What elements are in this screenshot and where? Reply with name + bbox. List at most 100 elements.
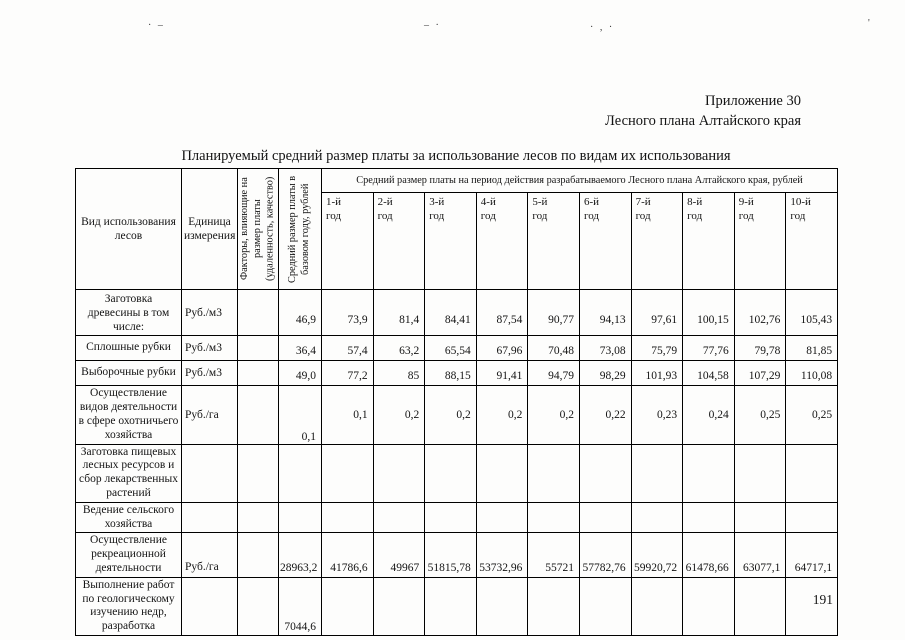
cell-factors — [237, 443, 279, 503]
cell-unit: Руб./м3 — [181, 360, 238, 387]
year-label: 7-й год — [635, 196, 651, 223]
cell-year-5 — [527, 443, 580, 503]
cell-factors — [237, 532, 279, 578]
table-row-timber: Заготовка древесины в том числе: Руб./м3… — [75, 288, 839, 337]
year-label: 10-й год — [790, 196, 811, 223]
year-label: 1-й год — [326, 196, 342, 223]
cell-year-6 — [578, 576, 632, 636]
scan-artifact: ' — [868, 18, 872, 29]
cell-factors — [237, 501, 279, 534]
header-year-8: 8-й год — [682, 192, 735, 290]
cell-year-4: 0,2 — [475, 385, 529, 445]
cell-year-8: 77,76 — [682, 335, 735, 362]
cell-year-1: 0,1 — [321, 385, 374, 445]
cell-year-2: 85 — [372, 360, 426, 387]
payments-table: Вид использования лесов Единица измерени… — [75, 168, 839, 636]
appendix-source: Лесного плана Алтайского края — [605, 112, 801, 129]
cell-use-type: Осуществление рекреационной деятельности — [75, 532, 182, 578]
header-use-type: Вид использования лесов — [75, 168, 182, 290]
cell-use-type: Заготовка древесины в том числе: — [75, 288, 182, 337]
cell-year-8: 100,15 — [682, 288, 735, 337]
cell-year-8: 61478,66 — [682, 532, 735, 578]
cell-year-8 — [682, 576, 735, 636]
cell-year-6: 0,22 — [578, 385, 632, 445]
cell-factors — [237, 576, 279, 636]
cell-year-10: 110,08 — [785, 360, 839, 387]
cell-year-10: 0,25 — [785, 385, 839, 445]
cell-year-4 — [475, 501, 529, 534]
cell-base-value — [278, 501, 322, 534]
cell-unit — [181, 501, 238, 534]
cell-year-7 — [630, 501, 684, 534]
cell-unit: Руб./м3 — [181, 335, 238, 362]
appendix-number: Приложение 30 — [705, 93, 801, 109]
header-base-year: Средний размер платы в базовом году, руб… — [278, 168, 322, 290]
cell-use-type: Выборочные рубки — [75, 360, 182, 387]
cell-year-1: 57,4 — [321, 335, 374, 362]
cell-year-10: 105,43 — [785, 288, 839, 337]
cell-year-9: 102,76 — [733, 288, 787, 337]
cell-year-2: 81,4 — [372, 288, 426, 337]
table-title: Планируемый средний размер платы за испо… — [181, 148, 731, 164]
page-number: 191 — [812, 592, 833, 607]
cell-year-10 — [785, 443, 839, 503]
cell-year-3 — [424, 576, 477, 636]
table-header-row-years: 1-й год 2-й год 3-й год 4-й год 5-й год … — [76, 192, 839, 290]
header-factors-label: Факторы, влияющие на размер платы (удале… — [239, 176, 276, 282]
header-year-1: 1-й год — [321, 192, 374, 290]
cell-year-3: 65,54 — [424, 335, 477, 362]
cell-year-3: 51815,78 — [424, 532, 477, 578]
cell-year-5: 55721 — [527, 532, 580, 578]
cell-year-10 — [785, 501, 839, 534]
year-label: 6-й год — [583, 196, 600, 223]
cell-year-7: 59920,72 — [630, 532, 684, 578]
cell-year-5 — [527, 576, 580, 636]
cell-year-7 — [630, 576, 684, 636]
cell-year-8: 104,58 — [682, 360, 735, 387]
cell-unit — [181, 576, 238, 636]
cell-use-type: Заготовка пищевых лесных ресурсов и сбор… — [75, 443, 182, 503]
cell-year-9: 79,78 — [733, 335, 787, 362]
cell-year-7 — [630, 443, 684, 503]
cell-year-4 — [475, 576, 529, 636]
cell-year-3: 84,41 — [424, 288, 477, 337]
cell-factors — [237, 385, 279, 445]
cell-year-1 — [321, 576, 374, 636]
cell-use-type: Осуществление видов деятельности в сфере… — [75, 385, 182, 445]
cell-year-2 — [372, 576, 426, 636]
cell-unit — [181, 443, 238, 503]
header-factors: Факторы, влияющие на размер платы (удале… — [237, 168, 279, 290]
cell-base-value: 49,0 — [278, 360, 322, 387]
cell-base-value: 0,1 — [278, 385, 322, 445]
header-year-2: 2-й год — [372, 192, 426, 290]
cell-unit: Руб./м3 — [181, 288, 238, 337]
cell-year-1: 41786,6 — [321, 532, 374, 578]
cell-year-4 — [475, 443, 529, 503]
cell-year-9 — [733, 501, 787, 534]
cell-year-9 — [733, 443, 787, 503]
cell-unit: Руб./га — [181, 532, 238, 578]
cell-year-10 — [785, 576, 839, 636]
table-row-hunting: Осуществление видов деятельности в сфере… — [75, 385, 839, 445]
cell-use-type: Ведение сельского хозяйства — [75, 501, 182, 534]
header-base-year-label: Средний размер платы в базовом году, руб… — [287, 175, 311, 283]
cell-year-10: 64717,1 — [785, 532, 839, 578]
scan-artifact: · – — [148, 20, 165, 31]
header-year-4: 4-й год — [475, 192, 529, 290]
cell-year-5 — [527, 501, 580, 534]
table-row-selective-cutting: Выборочные рубки Руб./м3 49,0 77,2 85 88… — [75, 360, 839, 387]
cell-year-3: 88,15 — [424, 360, 477, 387]
cell-year-6: 94,13 — [578, 288, 632, 337]
year-label: 9-й год — [738, 196, 754, 223]
cell-year-10: 81,85 — [785, 335, 839, 362]
payments-table-grid: Вид использования лесов Единица измерени… — [75, 168, 839, 636]
table-row-food-resources: Заготовка пищевых лесных ресурсов и сбор… — [75, 443, 839, 503]
cell-factors — [237, 360, 279, 387]
header-year-3: 3-й год — [424, 192, 477, 290]
table-row-geology: Выполнение работ по геологическому изуче… — [75, 576, 839, 636]
cell-factors — [237, 335, 279, 362]
cell-year-4: 67,96 — [475, 335, 529, 362]
cell-year-6: 98,29 — [578, 360, 632, 387]
cell-year-5: 94,79 — [527, 360, 580, 387]
cell-year-5: 70,48 — [527, 335, 580, 362]
